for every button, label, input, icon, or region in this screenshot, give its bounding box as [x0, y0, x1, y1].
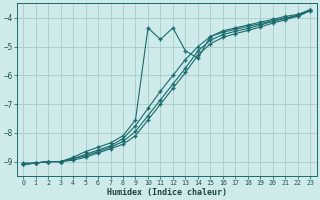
- X-axis label: Humidex (Indice chaleur): Humidex (Indice chaleur): [107, 188, 227, 197]
